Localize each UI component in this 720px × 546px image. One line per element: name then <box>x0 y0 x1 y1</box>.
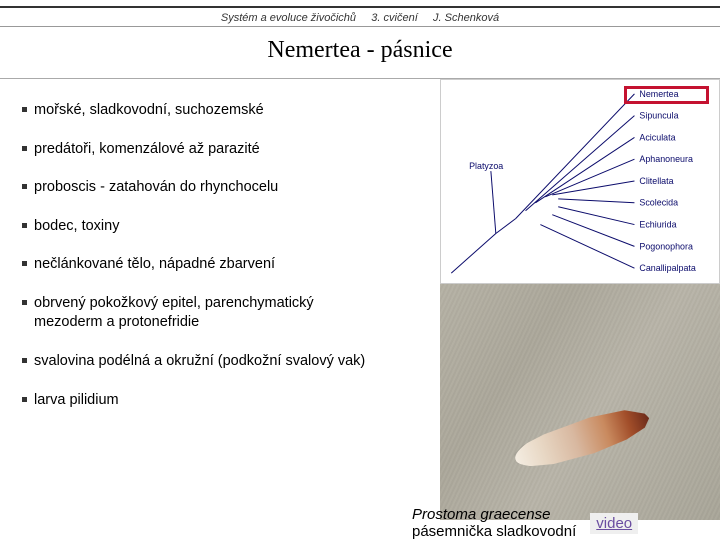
tree-label: Canallipalpata <box>639 263 695 273</box>
list-item: mořské, sladkovodní, suchozemské <box>22 101 370 121</box>
video-link[interactable]: video <box>590 513 638 534</box>
specimen-worm-shape <box>510 398 655 477</box>
bullet-column: mořské, sladkovodní, suchozemské predáto… <box>0 79 380 429</box>
species-caption: Prostoma graecense pásemnička sladkovodn… <box>412 506 576 540</box>
page-title: Nemertea - pásnice <box>0 27 720 79</box>
list-item: nečlánkované tělo, nápadné zbarvení <box>22 255 370 275</box>
tree-label-platyzoa: Platyzoa <box>469 161 503 171</box>
figure-column: Platyzoa Nemertea Sipuncula Aciculata Ap… <box>440 79 720 520</box>
phylogeny-diagram: Platyzoa Nemertea Sipuncula Aciculata Ap… <box>440 79 720 284</box>
caption-row: Prostoma graecense pásemnička sladkovodn… <box>412 506 638 540</box>
species-common: pásemnička sladkovodní <box>412 523 576 540</box>
content-area: mořské, sladkovodní, suchozemské predáto… <box>0 79 720 429</box>
specimen-photo <box>440 284 720 520</box>
tree-label: Scolecida <box>639 198 678 208</box>
tree-label: Aciculata <box>639 132 675 142</box>
list-item: obrvený pokožkový epitel, parenchymatick… <box>22 294 370 333</box>
list-item: bodec, toxiny <box>22 217 370 237</box>
phylogeny-svg: Platyzoa Nemertea Sipuncula Aciculata Ap… <box>441 80 719 283</box>
header-course: Systém a evoluce živočichů <box>221 12 356 24</box>
list-item: predátoři, komenzálové až parazité <box>22 140 370 160</box>
bullet-list: mořské, sladkovodní, suchozemské predáto… <box>22 101 370 410</box>
tree-label: Pogonophora <box>639 241 693 251</box>
list-item: larva pilidium <box>22 391 370 411</box>
tree-label: Sipuncula <box>639 111 678 121</box>
header-lesson: 3. cvičení <box>371 12 417 24</box>
list-item: svalovina podélná a okružní (podkožní sv… <box>22 352 370 372</box>
tree-label: Aphanoneura <box>639 154 693 164</box>
taxon-highlight-box <box>624 86 709 104</box>
list-item: proboscis - zatahován do rhynchocelu <box>22 178 370 198</box>
tree-label: Echiurida <box>639 220 676 230</box>
species-scientific: Prostoma graecense <box>412 506 550 523</box>
slide-header: Systém a evoluce živočichů 3. cvičení J.… <box>0 6 720 27</box>
tree-label: Clitellata <box>639 176 673 186</box>
header-author: J. Schenková <box>433 12 499 24</box>
